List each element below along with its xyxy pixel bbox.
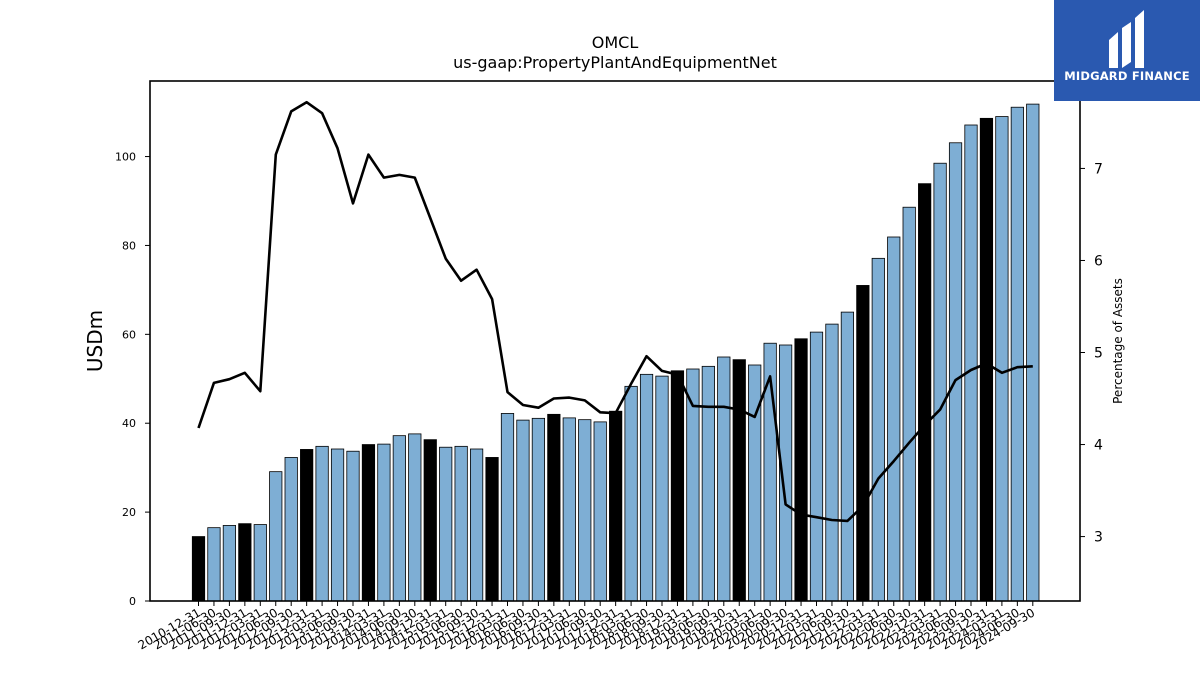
y2-tick-label: 7 <box>1094 161 1103 177</box>
bar <box>887 236 901 602</box>
logo-text: MIDGARD FINANCE <box>1064 69 1190 83</box>
bar <box>485 457 499 602</box>
bar <box>609 410 623 602</box>
bar <box>933 162 947 602</box>
bar <box>392 435 406 602</box>
bar <box>979 117 994 602</box>
bar <box>856 285 870 602</box>
bar <box>655 375 669 602</box>
bar <box>964 124 978 602</box>
bar <box>315 445 329 602</box>
bar <box>408 433 422 602</box>
bar <box>439 446 453 602</box>
y2-tick-label: 4 <box>1094 438 1103 454</box>
bar <box>639 373 654 602</box>
bar <box>825 323 839 602</box>
y-tick-label: 80 <box>122 239 136 252</box>
bar <box>423 439 437 602</box>
bar <box>500 413 515 602</box>
chart-title: OMCL <box>592 33 639 52</box>
bar-series <box>191 103 1040 602</box>
bar <box>918 183 932 602</box>
right-axis-ticks: 3 4 5 6 7 <box>1080 161 1103 546</box>
y2-tick-label: 6 <box>1094 253 1103 269</box>
bar <box>1026 103 1040 602</box>
bar <box>748 364 762 602</box>
bar <box>948 142 963 602</box>
bar <box>809 331 824 602</box>
y-tick-label: 0 <box>129 595 136 608</box>
brand-logo: MIDGARD FINANCE <box>1054 0 1200 101</box>
percentage-line <box>197 100 1033 523</box>
chart-subtitle: us-gaap:PropertyPlantAndEquipmentNet <box>453 53 777 72</box>
y-tick-label: 40 <box>122 417 136 430</box>
bar <box>253 524 267 602</box>
bar <box>593 421 607 602</box>
bar <box>377 443 391 602</box>
bar <box>284 457 298 602</box>
bar <box>454 445 468 602</box>
bar <box>871 257 885 602</box>
y-tick-label: 60 <box>122 328 136 341</box>
bar <box>670 370 685 602</box>
bar <box>516 419 530 602</box>
left-axis-ticks: 0 20 40 60 80 100 <box>115 151 150 608</box>
line-series <box>197 100 1033 523</box>
bar <box>346 450 360 602</box>
plot-frame <box>149 80 1081 602</box>
bar <box>732 359 746 602</box>
y-tick-label: 100 <box>115 151 136 164</box>
bar <box>238 523 252 602</box>
bar <box>717 356 731 602</box>
bar <box>547 413 561 602</box>
bar <box>794 338 808 602</box>
bar <box>578 419 592 602</box>
bar <box>300 449 314 602</box>
bar <box>531 417 546 602</box>
bar <box>222 525 236 602</box>
bar <box>995 116 1009 602</box>
bar <box>469 448 484 602</box>
y-axis-label: USDm <box>83 310 107 372</box>
bar <box>269 471 283 602</box>
bar <box>207 527 221 602</box>
bar <box>624 385 638 602</box>
bar <box>840 311 855 602</box>
y2-tick-label: 3 <box>1094 530 1103 546</box>
y-tick-label: 20 <box>122 506 136 519</box>
y2-axis-label: Percentage of Assets <box>1111 278 1125 404</box>
bar <box>701 365 715 602</box>
bar <box>330 448 345 602</box>
x-axis-ticks: 2010-12-312011-06-302011-09-302011-12-31… <box>136 601 1037 652</box>
bar <box>562 417 576 602</box>
bar <box>902 206 916 602</box>
logo-mark-icon <box>1109 10 1144 68</box>
y2-tick-label: 5 <box>1094 346 1103 362</box>
bar <box>191 536 206 602</box>
bar <box>1010 106 1024 602</box>
bar <box>361 444 376 602</box>
